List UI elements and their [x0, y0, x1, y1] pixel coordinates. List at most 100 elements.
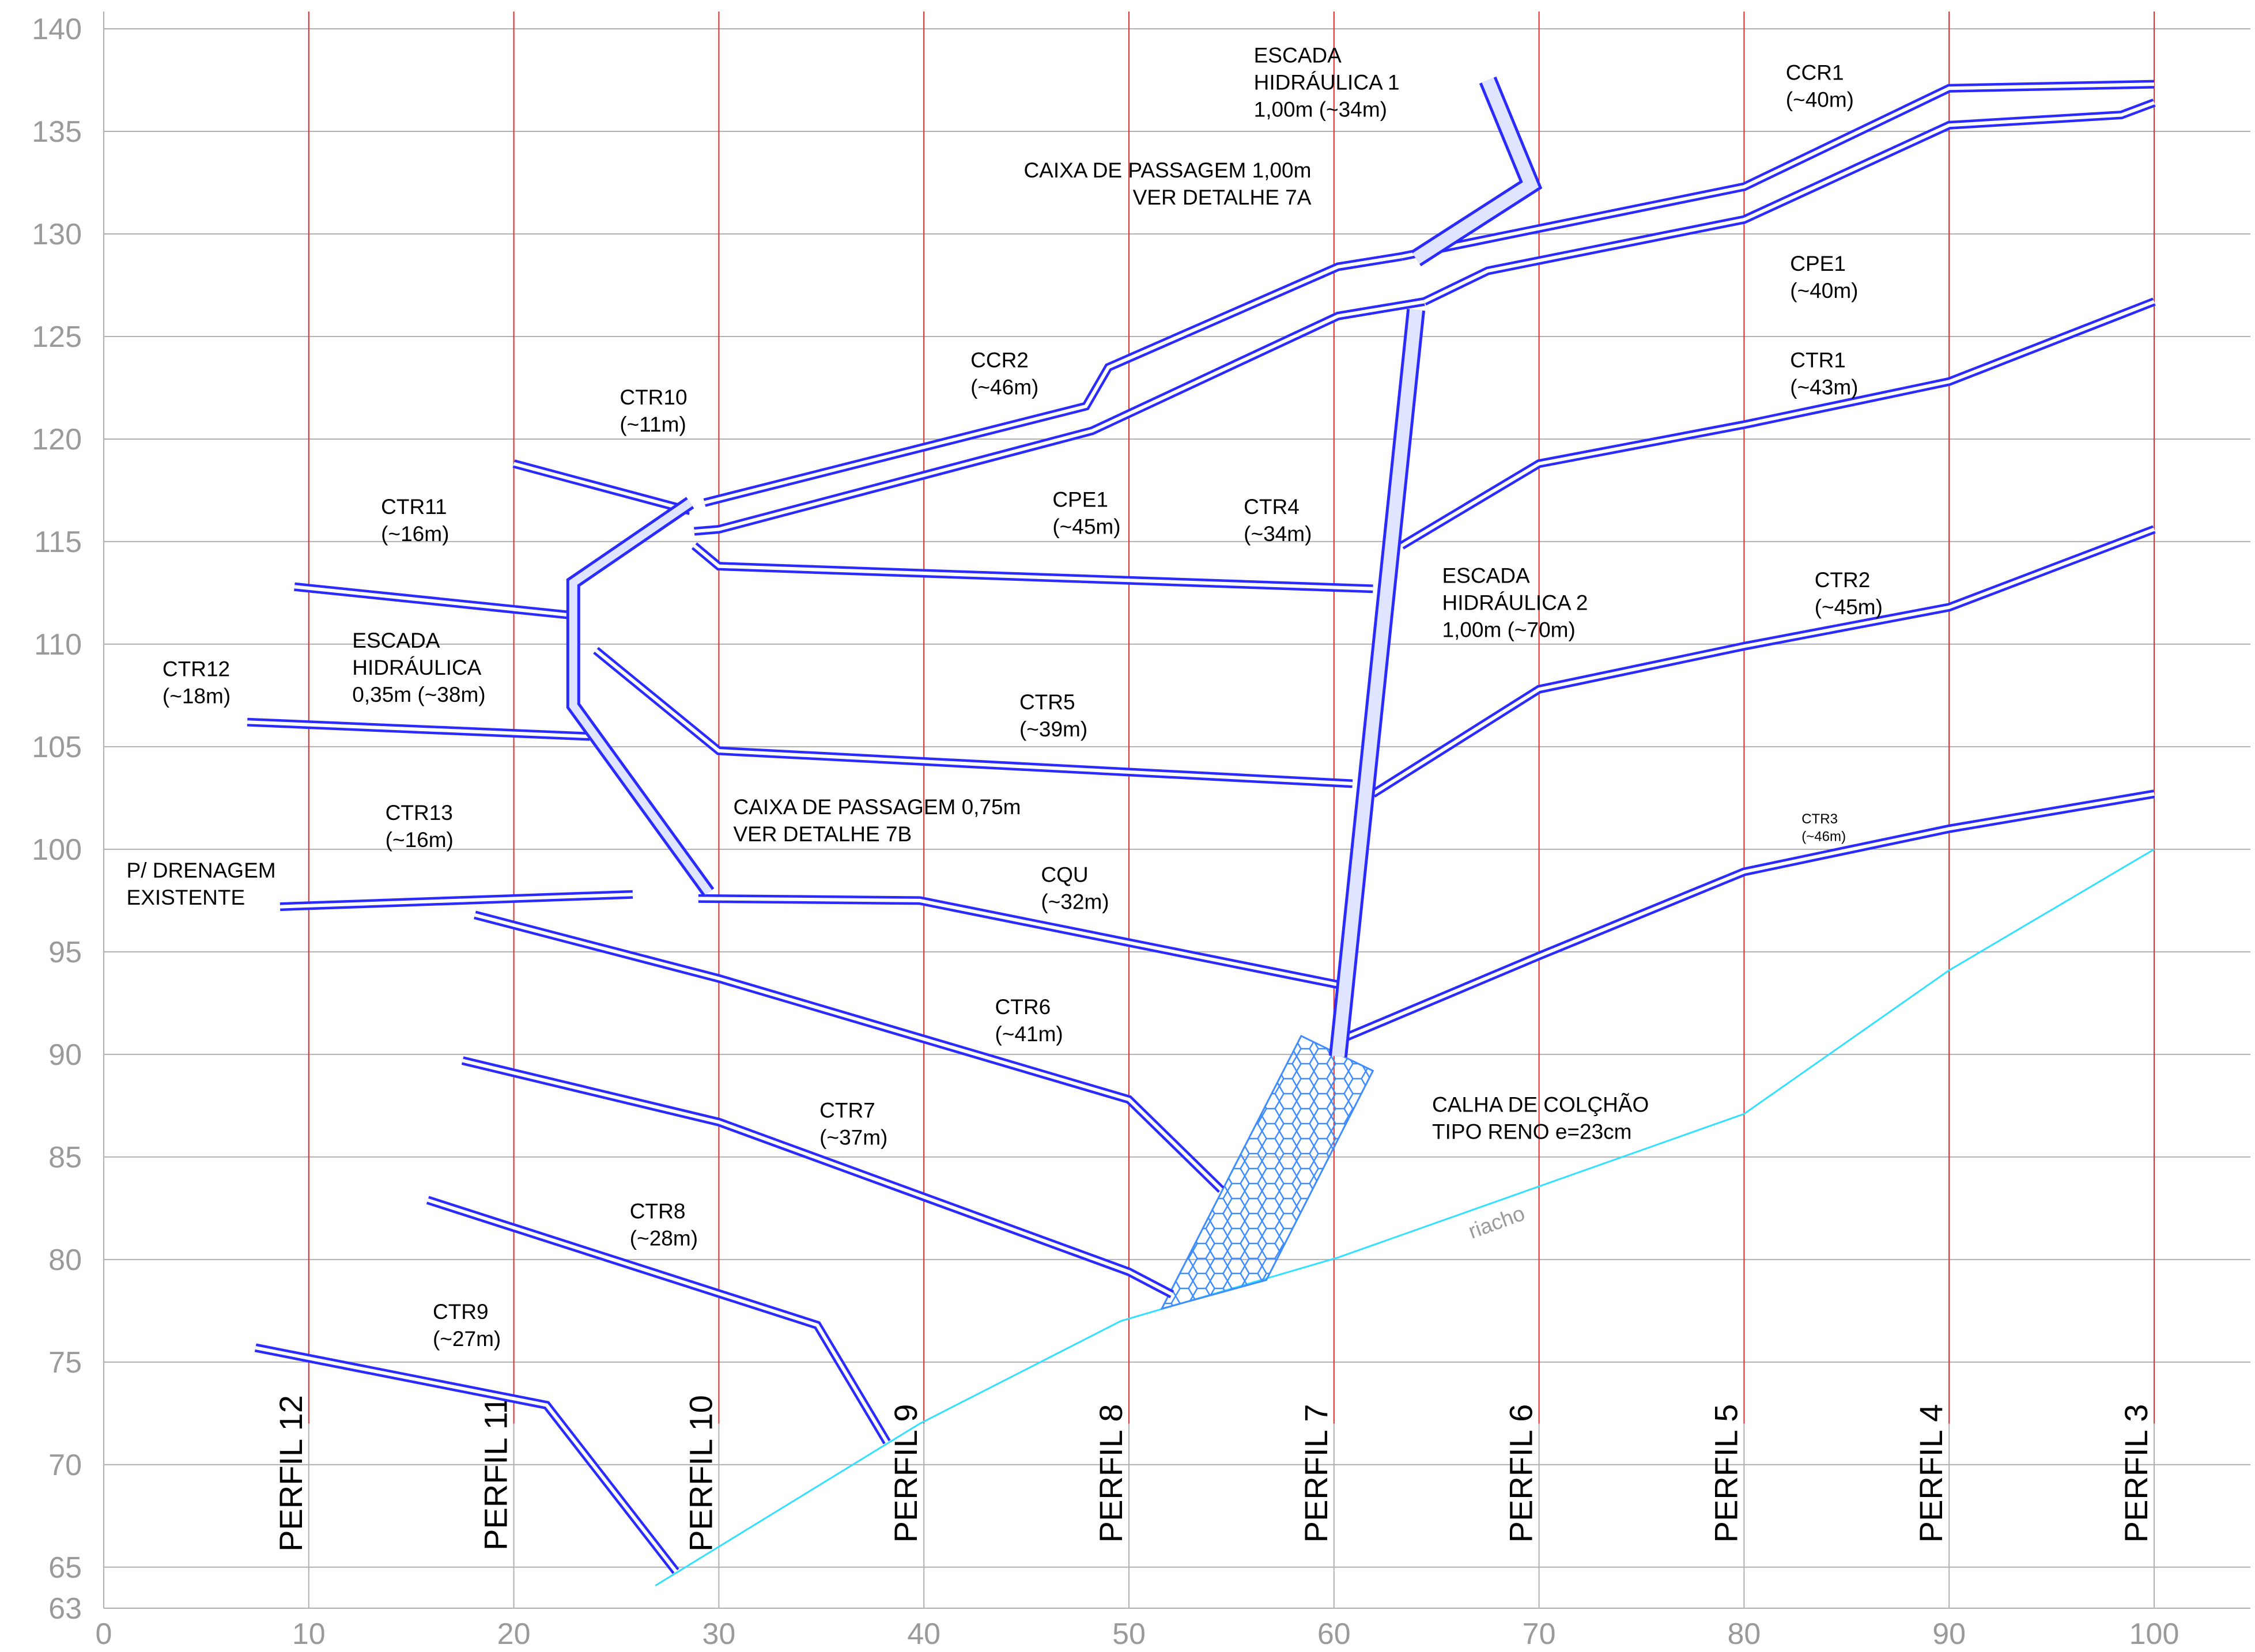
label-line: (~46m) — [970, 376, 1038, 399]
channel — [255, 1348, 675, 1571]
label-line: EXISTENTE — [127, 886, 245, 909]
spacer — [1544, 1417, 1556, 1423]
label: CTR10(~11m) — [620, 386, 687, 437]
label: CTR6(~41m) — [995, 995, 1063, 1046]
label-line: 0,35m (~38m) — [352, 683, 485, 706]
label-line: 1,00m (~70m) — [1442, 618, 1575, 642]
y-tick-label: 75 — [48, 1346, 82, 1379]
label-line: (~16m) — [381, 522, 449, 546]
label-line: CTR9 — [433, 1300, 489, 1324]
label-line: VER DETALHE 7B — [733, 823, 912, 846]
label-line: CTR10 — [620, 386, 687, 410]
y-tick-label: 140 — [32, 13, 82, 46]
channel-inner — [698, 898, 1338, 985]
profile-label: PERFIL 8 — [1093, 1404, 1129, 1543]
drawing: 0102030405060708090100636570758085909510… — [0, 0, 2255, 1652]
x-tick-label: 30 — [702, 1617, 735, 1651]
label-line: CCR1 — [1786, 61, 1844, 85]
label-line: (~34m) — [1244, 522, 1312, 546]
channel — [698, 898, 1338, 985]
label-line: CTR7 — [819, 1099, 875, 1122]
label-line: CAIXA DE PASSAGEM 1,00m — [1023, 158, 1311, 182]
y-tick-label: 120 — [32, 423, 82, 456]
x-tick-label: 40 — [907, 1617, 940, 1651]
channel-inner — [1402, 301, 2154, 546]
y-tick-label: 115 — [34, 526, 82, 559]
label-line: CTR4 — [1244, 495, 1300, 519]
label-line: (~45m) — [1052, 515, 1120, 539]
label-line: (~18m) — [163, 685, 231, 708]
channel-inner — [514, 464, 690, 511]
label-line: CTR8 — [630, 1200, 686, 1223]
label: CAIXA DE PASSAGEM 1,00m VER DETALHE 7A — [1023, 158, 1311, 209]
y-tick-label: 100 — [32, 833, 82, 867]
profile-label: PERFIL 10 — [682, 1395, 719, 1552]
label: CTR3(~46m) — [1801, 811, 1846, 845]
label-line: P/ DRENAGEM — [127, 859, 276, 882]
stair-inner — [1338, 310, 1416, 1057]
x-tick-label: 0 — [96, 1617, 112, 1651]
x-tick-label: 100 — [2129, 1617, 2180, 1651]
label: CTR2 (~45m) — [1815, 568, 1883, 619]
channel-inner — [255, 1348, 675, 1571]
channel — [704, 256, 1402, 502]
profile-label: PERFIL 12 — [273, 1395, 309, 1552]
y-tick-label: 95 — [48, 936, 82, 969]
label-line: ESCADA — [352, 629, 440, 652]
profile-label: PERFIL 7 — [1298, 1404, 1334, 1543]
label-line: CPE1 — [1052, 488, 1108, 512]
label-line: (~28m) — [630, 1227, 698, 1250]
label-line: CPE1 — [1790, 252, 1846, 276]
label: CPE1 (~40m) — [1790, 252, 1858, 303]
label-line: TIPO RENO e=23cm — [1432, 1120, 1631, 1144]
channel-inner — [247, 722, 590, 736]
y-tick-label: 130 — [32, 218, 82, 251]
profile-label: PERFIL 4 — [1913, 1404, 1949, 1543]
label-line: HIDRÁULICA 2 — [1442, 591, 1588, 615]
label-line: (~45m) — [1815, 595, 1883, 619]
label: CTR7 (~37m) — [819, 1099, 887, 1150]
label-line: HIDRÁULICA 1 — [1254, 71, 1400, 94]
label-line: (~27m) — [433, 1327, 501, 1351]
label-line: VER DETALHE 7A — [1133, 186, 1312, 209]
label-line: (~37m) — [819, 1126, 887, 1150]
label: riacho — [1465, 1201, 1528, 1243]
x-tick-label: 50 — [1112, 1617, 1146, 1651]
label-line: CQU — [1041, 863, 1088, 887]
profile-label: PERFIL 11 — [478, 1396, 514, 1551]
label-line: (~32m) — [1041, 890, 1109, 914]
label-line: HIDRÁULICA — [352, 656, 481, 679]
label-line: 1,00m (~34m) — [1254, 98, 1387, 122]
y-tick-label: 105 — [32, 731, 82, 764]
label: CALHA DE COLÇHÃOTIPO RENO e=23cm — [1432, 1093, 1649, 1144]
label-line: CAIXA DE PASSAGEM 0,75m — [733, 796, 1021, 819]
label: CTR11 (~16m) — [381, 495, 449, 546]
label: CAIXA DE PASSAGEM 0,75m VER DETALHE 7B — [733, 796, 1021, 846]
label-line: ESCADA — [1254, 44, 1342, 67]
label: CTR9 (~27m) — [433, 1300, 501, 1351]
x-tick-label: 60 — [1317, 1617, 1351, 1651]
label: ESCADA HIDRÁULICA 1 1,00m (~34m) — [1254, 44, 1400, 122]
channel-inner — [1344, 794, 2154, 1038]
channel-inner — [704, 256, 1402, 502]
y-tick-label: 63 — [48, 1592, 82, 1625]
label: CTR8 (~28m) — [630, 1200, 698, 1250]
x-tick-label: 80 — [1727, 1617, 1761, 1651]
label-line: CTR2 — [1815, 568, 1871, 592]
label-line: CTR5 — [1019, 690, 1075, 714]
stair — [573, 502, 709, 892]
label: ESCADA HIDRÁULICA 0,35m (~38m) — [352, 629, 485, 706]
label-line: (~40m) — [1790, 279, 1858, 303]
x-tick-label: 70 — [1523, 1617, 1556, 1651]
label-line: CCR2 — [970, 349, 1029, 372]
x-tick-label: 90 — [1932, 1617, 1966, 1651]
label: CCR2 (~46m) — [970, 349, 1038, 399]
label: P/ DRENAGEM EXISTENTE — [127, 859, 276, 909]
label-line: ESCADA — [1442, 564, 1529, 588]
label-line: riacho — [1465, 1201, 1528, 1243]
label: CTR12(~18m) — [163, 657, 231, 708]
label-line: CTR11 — [381, 495, 447, 519]
channel-inner — [294, 587, 573, 615]
label: ESCADA HIDRÁULICA 2 1,00m (~70m) — [1442, 564, 1588, 642]
x-tick-label: 20 — [497, 1617, 531, 1651]
